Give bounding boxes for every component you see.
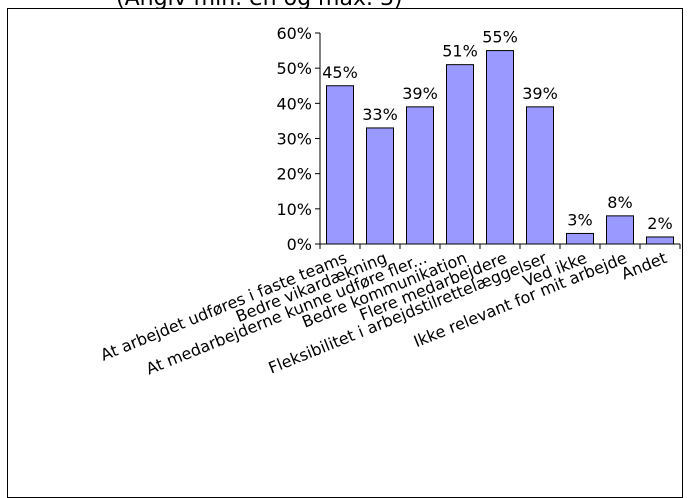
y-tick-label: 30% [276, 130, 312, 149]
bar [446, 64, 474, 245]
y-tick-label: 40% [276, 94, 312, 113]
bar [526, 106, 554, 245]
y-tick-label: 50% [276, 59, 312, 78]
bar [366, 127, 394, 245]
y-tick-label: 20% [276, 165, 312, 184]
data-label: 55% [482, 28, 518, 47]
bar [486, 50, 514, 245]
y-axis: 0% 10% 20% 30% 40% 50% 60% [276, 24, 321, 254]
data-label: 45% [322, 63, 358, 82]
bar [606, 215, 634, 245]
data-label: 51% [442, 42, 478, 61]
header-text: (Angiv min. én og max. 3) [116, 0, 403, 11]
bars [326, 50, 674, 245]
y-tick-label: 10% [276, 200, 312, 219]
data-label: 3% [567, 210, 592, 229]
bar [646, 236, 674, 245]
data-label: 39% [402, 84, 438, 103]
bar [406, 106, 434, 245]
data-labels: 45%33%39%51%55%39%3%8%2% [322, 28, 672, 233]
data-label: 8% [607, 193, 632, 212]
bar [566, 232, 594, 245]
bar [326, 85, 354, 245]
data-label: 33% [362, 105, 398, 124]
y-tick-label: 0% [287, 235, 312, 254]
y-tick-label: 60% [276, 24, 312, 43]
data-label: 39% [522, 84, 558, 103]
data-label: 2% [647, 214, 672, 233]
category-label: Andet [618, 248, 669, 283]
page-header: (Angiv min. én og max. 3) [0, 0, 691, 12]
